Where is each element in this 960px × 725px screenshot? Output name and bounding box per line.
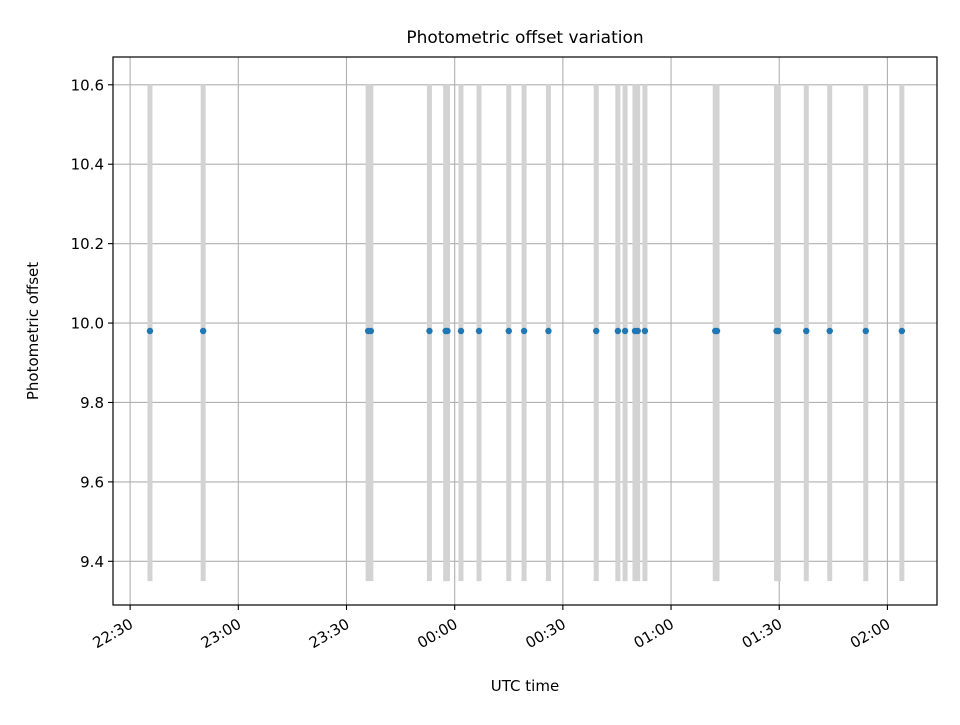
data-point bbox=[457, 327, 465, 335]
x-tick-label: 00:30 bbox=[522, 615, 568, 652]
y-tick-label: 10.0 bbox=[71, 315, 104, 333]
data-point bbox=[775, 327, 782, 335]
chart-title: Photometric offset variation bbox=[406, 28, 643, 48]
x-tick-label: 23:30 bbox=[306, 615, 352, 652]
x-axis-ticks: 22:30 23:00 23:30 00:00 00:30 01:00 01:30 02:00 bbox=[90, 605, 893, 652]
x-tick-label: 22:30 bbox=[90, 615, 136, 652]
data-point bbox=[505, 327, 512, 335]
x-tick-label: 01:30 bbox=[739, 615, 785, 652]
data-point bbox=[713, 327, 721, 335]
y-tick-label: 9.6 bbox=[80, 473, 104, 491]
data-point bbox=[862, 327, 869, 335]
x-tick-label: 01:00 bbox=[631, 615, 677, 652]
data-point bbox=[614, 327, 622, 335]
data-point bbox=[826, 327, 833, 335]
data-point bbox=[146, 327, 154, 335]
data-point bbox=[803, 327, 810, 335]
data-point bbox=[634, 327, 641, 335]
data-point bbox=[621, 327, 629, 335]
data-point bbox=[475, 327, 483, 335]
x-tick-label: 02:00 bbox=[847, 615, 893, 652]
data-point bbox=[367, 327, 375, 335]
x-axis-label: UTC time bbox=[491, 677, 559, 695]
data-point bbox=[898, 327, 906, 335]
y-axis-label: Photometric offset bbox=[24, 262, 42, 400]
data-point bbox=[199, 327, 207, 335]
y-tick-label: 10.4 bbox=[71, 156, 104, 174]
y-tick-label: 9.8 bbox=[80, 394, 104, 412]
plot-frame bbox=[112, 56, 938, 606]
x-tick-label: 23:00 bbox=[198, 615, 244, 652]
y-axis-ticks: 9.4 9.6 9.8 10.0 10.2 10.4 10.6 bbox=[71, 76, 113, 571]
data-point bbox=[444, 327, 451, 335]
data-point bbox=[593, 327, 600, 335]
data-point bbox=[426, 327, 433, 335]
y-tick-label: 10.2 bbox=[71, 235, 104, 253]
y-tick-label: 9.4 bbox=[80, 553, 104, 571]
data-points bbox=[146, 327, 906, 335]
data-point bbox=[545, 327, 552, 335]
x-tick-label: 00:00 bbox=[414, 615, 460, 652]
data-point bbox=[641, 327, 649, 335]
data-point bbox=[520, 327, 528, 335]
y-tick-label: 10.6 bbox=[71, 76, 104, 94]
